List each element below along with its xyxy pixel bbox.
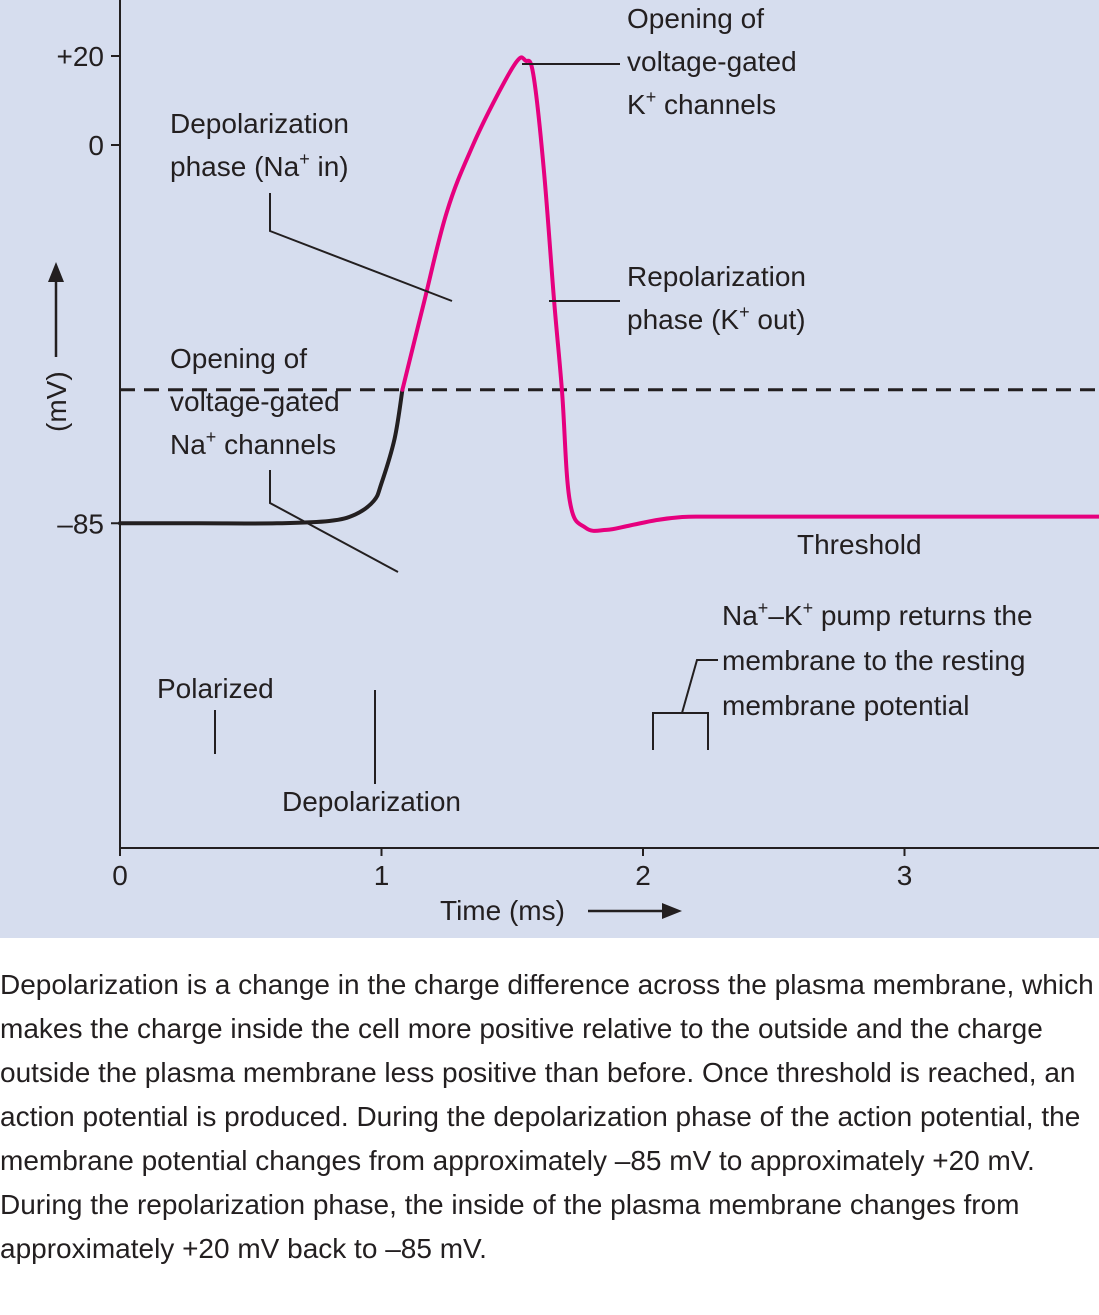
y-ticks: +20 0 –85 (57, 41, 120, 539)
action-potential-chart: +20 0 –85 0 1 2 3 (mV) Time (ms) Threshold (41, 0, 1099, 926)
x-tick-label: 0 (112, 860, 128, 891)
baseline-series-line (118, 387, 405, 526)
opening-k-label: Opening of voltage-gated K+ channels (627, 3, 804, 120)
threshold-label: Threshold (797, 529, 922, 560)
x-ticks: 0 1 2 3 (112, 848, 912, 891)
x-tick-label: 2 (635, 860, 651, 891)
depol-phase-label: Depolarization phase (Na+ in) (170, 108, 357, 182)
opening-na-label: Opening of voltage-gated Na+ channels (170, 343, 347, 460)
y-axis-arrow-icon (48, 262, 64, 357)
leader-pump (652, 712, 709, 750)
repol-phase-label: Repolarization phase (K+ out) (627, 261, 814, 335)
x-tick-label: 3 (897, 860, 913, 891)
annotation-leaders (214, 63, 718, 784)
y-axis-label: (mV) (41, 371, 72, 432)
action-potential-series-line (400, 55, 1099, 533)
leader-depol-phase (269, 193, 453, 302)
y-tick-label: 0 (88, 130, 104, 161)
leader-pump-arm (681, 659, 718, 714)
y-tick-label: +20 (57, 41, 105, 72)
x-axis-arrow-icon (588, 903, 682, 919)
x-tick-label: 1 (374, 860, 390, 891)
figure-caption: Depolarization is a change in the charge… (0, 969, 1094, 1264)
pump-label: Na+–K+ pump returns the membrane to the … (722, 598, 1040, 721)
depolarization-label: Depolarization (282, 786, 461, 817)
leader-opening-na (269, 470, 399, 573)
action-potential-figure: +20 0 –85 0 1 2 3 (mV) Time (ms) Threshold (0, 0, 1099, 938)
x-axis-label: Time (ms) (440, 895, 565, 926)
polarized-label: Polarized (157, 673, 274, 704)
y-tick-label: –85 (57, 508, 104, 539)
series-group (118, 55, 1099, 533)
